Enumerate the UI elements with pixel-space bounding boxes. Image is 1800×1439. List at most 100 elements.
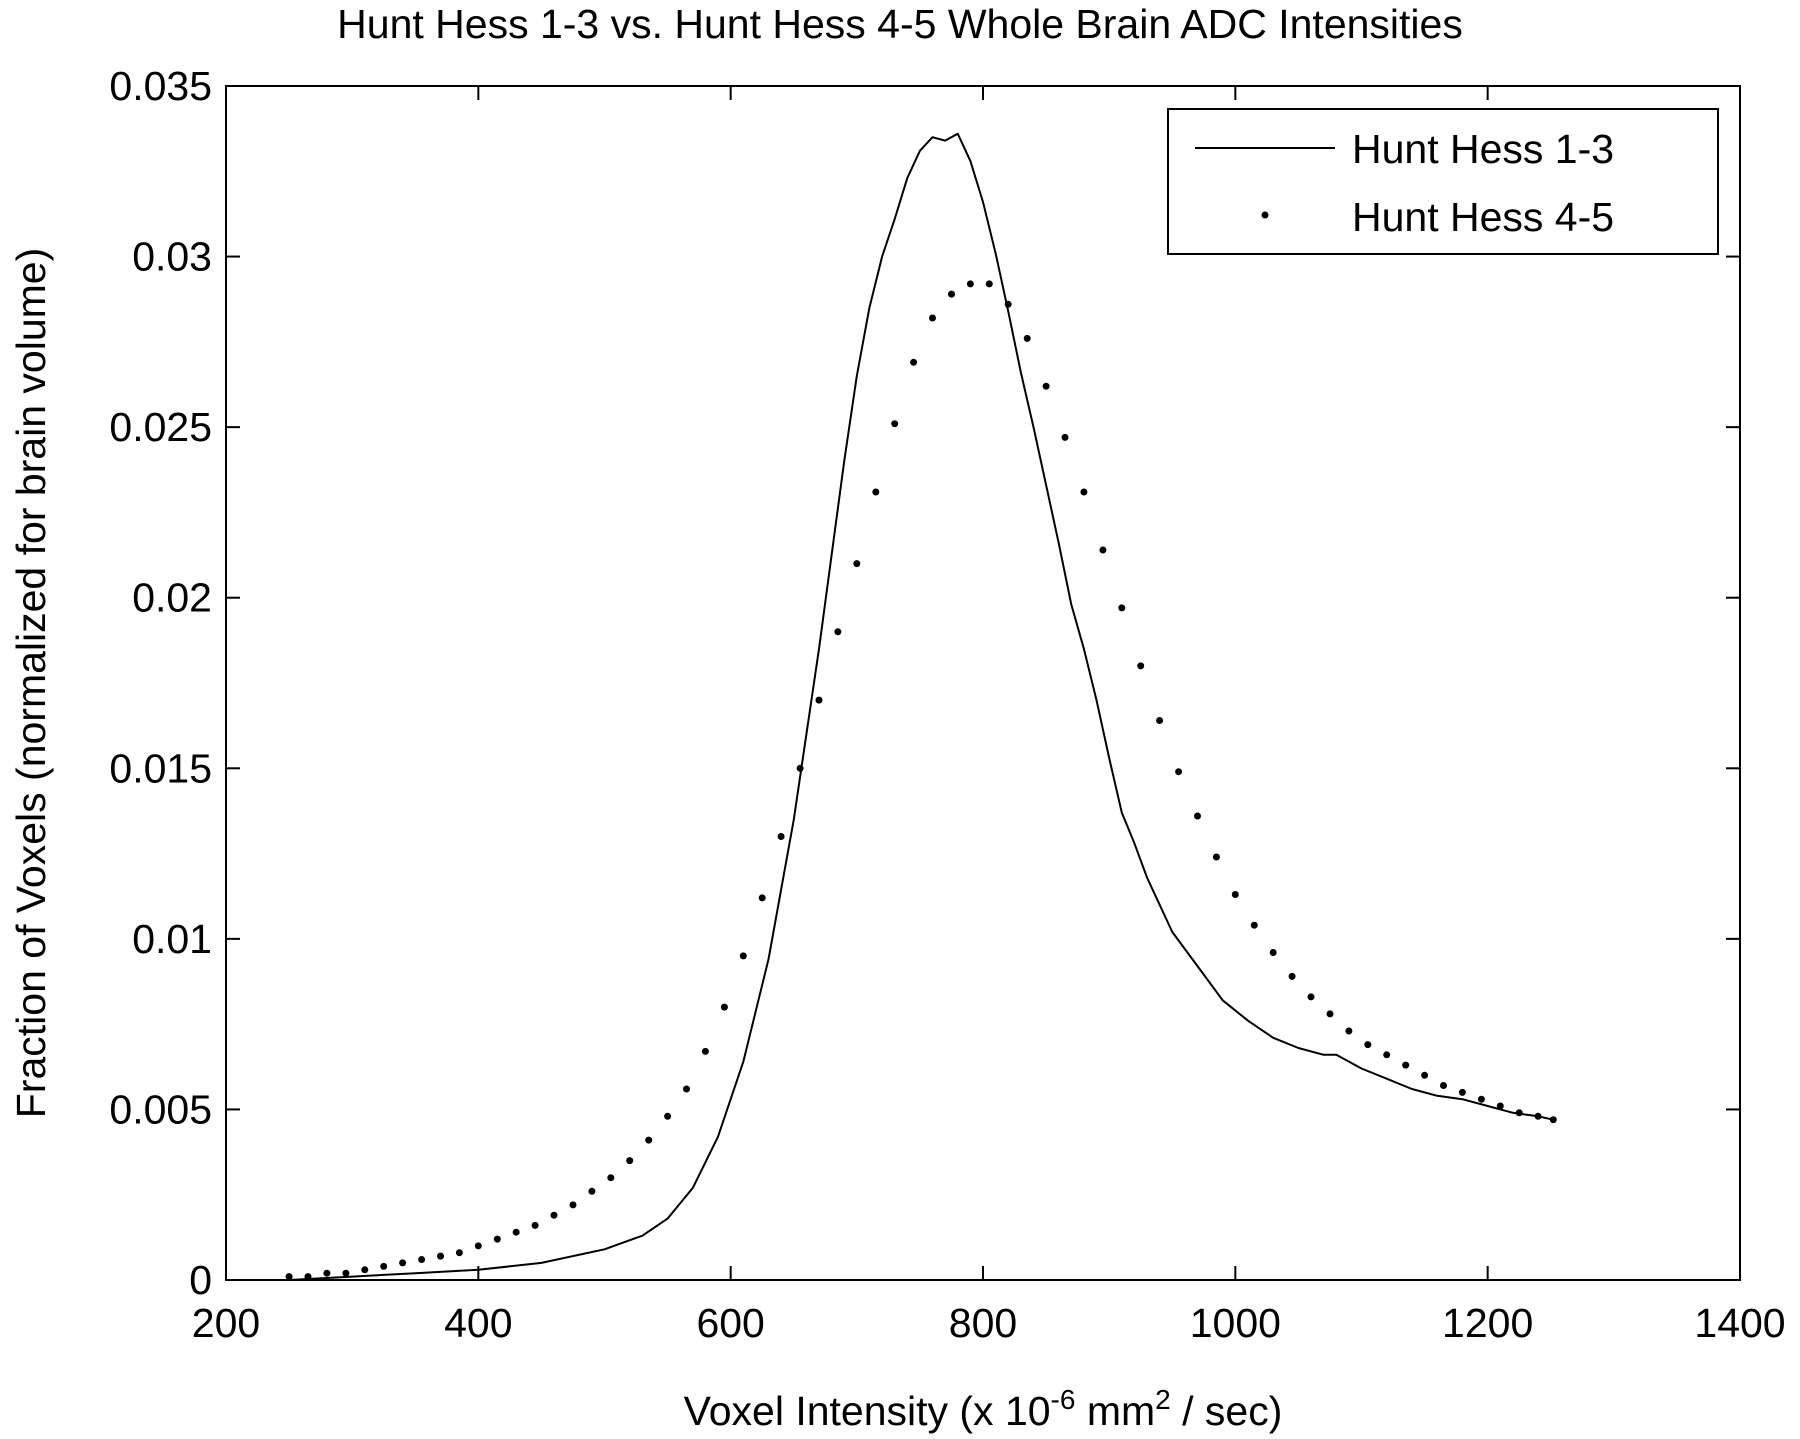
series-points-hunt-hess-4-5 (285, 280, 1557, 1281)
data-point (493, 1235, 501, 1243)
data-point (948, 290, 955, 298)
data-point (777, 833, 785, 840)
data-point (1402, 1061, 1410, 1069)
legend-box (1167, 108, 1719, 255)
x-axis-label-mid: mm (1075, 1388, 1155, 1434)
data-point (1307, 993, 1315, 1001)
data-point (1061, 433, 1069, 441)
data-point (985, 280, 993, 288)
y-tick-label: 0.025 (109, 404, 212, 450)
data-point (455, 1249, 463, 1257)
data-point (815, 696, 823, 704)
y-tick-label: 0.02 (132, 575, 212, 621)
x-axis-label-prefix: Voxel Intensity (x 10 (684, 1388, 1051, 1434)
x-axis-label-exponent-2: 2 (1155, 1384, 1171, 1415)
x-axis-label: Voxel Intensity (x 10-6 mm2 / sec) (684, 1384, 1283, 1434)
data-point (1496, 1102, 1504, 1110)
data-point (1364, 1041, 1372, 1049)
data-point (323, 1269, 331, 1277)
data-point (758, 894, 766, 902)
data-point (796, 764, 804, 772)
legend-label-hunt-hess-1-3: Hunt Hess 1-3 (1352, 126, 1614, 172)
data-point (1269, 949, 1277, 956)
data-point (872, 488, 880, 496)
x-tick-label: 1200 (1442, 1300, 1533, 1346)
data-point (1099, 546, 1107, 554)
data-point (1458, 1088, 1466, 1096)
data-point (550, 1211, 558, 1219)
series-line-hunt-hess-1-3 (289, 132, 1554, 1281)
data-point (1023, 334, 1031, 342)
data-point (626, 1157, 634, 1165)
data-point (891, 420, 899, 428)
y-tick-label: 0.01 (132, 916, 212, 962)
data-point (418, 1256, 426, 1263)
data-point (512, 1228, 520, 1236)
data-point (966, 280, 974, 288)
x-axis-tick-labels: 200 400 600 800 1000 1200 1400 (192, 1300, 1786, 1346)
data-point (1118, 604, 1126, 612)
x-tick-label: 1400 (1694, 1300, 1785, 1346)
y-tick-label: 0.035 (109, 63, 212, 109)
data-point (910, 358, 918, 366)
y-axis-tick-labels: 0 0.005 0.01 0.015 0.02 0.025 0.03 0.035 (109, 63, 212, 1303)
data-point (1345, 1027, 1353, 1035)
data-point (1288, 972, 1296, 980)
data-point (361, 1266, 369, 1274)
data-point (720, 1003, 728, 1011)
x-tick-label: 200 (192, 1300, 260, 1346)
data-point (1175, 768, 1183, 776)
data-point (569, 1201, 577, 1209)
data-point (1042, 382, 1050, 390)
y-axis-label: Fraction of Voxels (normalized for brain… (8, 248, 54, 1118)
data-point (437, 1252, 444, 1260)
data-point (531, 1221, 539, 1229)
data-point (1212, 853, 1220, 861)
data-point (285, 1273, 293, 1281)
data-point (664, 1112, 672, 1120)
y-axis-ticks (226, 85, 1740, 1281)
data-point (380, 1262, 388, 1270)
data-point (399, 1259, 407, 1267)
legend-marker-hunt-hess-4-5 (1261, 211, 1269, 219)
data-point (683, 1085, 690, 1093)
data-point (1477, 1095, 1485, 1103)
x-tick-label: 800 (949, 1300, 1017, 1346)
data-point (1231, 891, 1239, 898)
data-point (1156, 717, 1164, 724)
data-point (1194, 812, 1201, 820)
data-point (474, 1242, 482, 1250)
y-tick-label: 0.005 (109, 1086, 212, 1132)
data-point (1383, 1051, 1391, 1059)
data-point (1534, 1112, 1542, 1120)
x-tick-label: 1000 (1190, 1300, 1281, 1346)
y-tick-label: 0.015 (109, 745, 212, 791)
data-point (607, 1174, 615, 1182)
data-point (1549, 1116, 1557, 1124)
data-point (1137, 662, 1145, 670)
data-point (853, 560, 861, 568)
x-tick-label: 400 (444, 1300, 512, 1346)
data-point (739, 952, 747, 960)
x-tick-label: 600 (696, 1300, 764, 1346)
data-point (645, 1136, 653, 1144)
legend: Hunt Hess 1-3 Hunt Hess 4-5 (1167, 108, 1719, 255)
chart-title: Hunt Hess 1-3 vs. Hunt Hess 4-5 Whole Br… (337, 1, 1463, 47)
data-point (1080, 488, 1088, 496)
x-axis-label-exponent-1: -6 (1051, 1384, 1076, 1415)
x-axis-label-suffix: / sec) (1171, 1388, 1283, 1434)
data-point (1515, 1109, 1523, 1117)
data-point (1250, 921, 1258, 929)
data-point (1004, 300, 1012, 308)
data-point (1326, 1010, 1334, 1018)
data-point (929, 314, 936, 322)
y-tick-label: 0.03 (132, 234, 212, 280)
data-point (342, 1269, 350, 1277)
x-axis-ticks (225, 86, 1741, 1280)
data-point (588, 1187, 596, 1195)
y-tick-label: 0 (189, 1257, 212, 1303)
data-point (701, 1047, 709, 1055)
series-layer (285, 132, 1557, 1281)
data-point (304, 1273, 312, 1281)
